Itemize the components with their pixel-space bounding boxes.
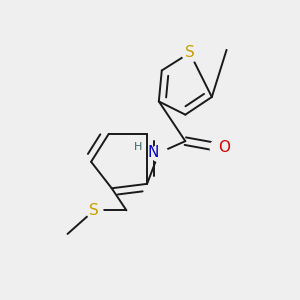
Text: N: N [148, 146, 159, 160]
Text: S: S [185, 45, 195, 60]
Text: H: H [134, 142, 142, 152]
Text: S: S [89, 203, 99, 218]
Text: O: O [218, 140, 230, 154]
